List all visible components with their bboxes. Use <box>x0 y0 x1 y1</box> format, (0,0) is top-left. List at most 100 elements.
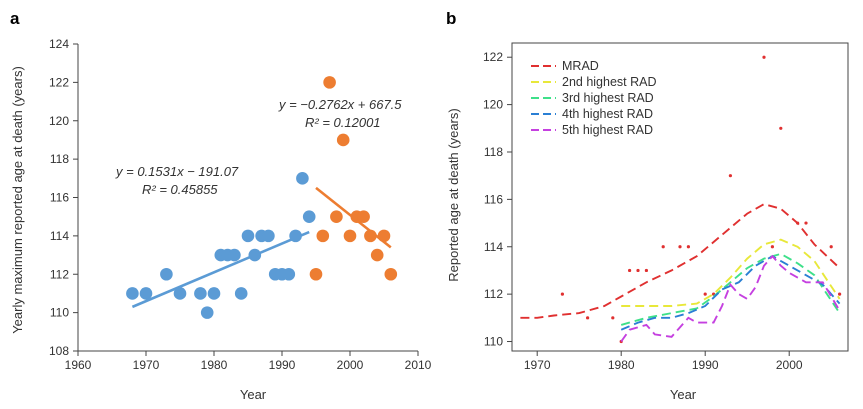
panel-a-y-tick-label: 112 <box>50 267 69 281</box>
panel-a-blue-equation: y = 0.1531x − 191.07 <box>115 164 239 179</box>
panel-a-y-tick-label: 108 <box>49 344 69 358</box>
panel-b-x-tick-label: 1980 <box>608 358 635 372</box>
panel-a-point-orange <box>343 229 357 243</box>
panel-a-point-blue <box>282 267 296 281</box>
panel-b-line-1 <box>520 203 841 319</box>
panel-a-orange-equation: y = −0.2762x + 667.5 <box>278 97 402 112</box>
panel-b-line-4 <box>620 255 841 331</box>
panel-a-point-blue <box>207 287 221 300</box>
panel-a-point-orange <box>377 229 391 243</box>
panel-a-point-orange <box>384 267 398 281</box>
panel-b-line-5 <box>620 254 841 343</box>
panel-b-x-tick-label: 1990 <box>692 358 719 372</box>
panel-b-y-tick-label: 110 <box>484 335 503 349</box>
panel-a-x-tick-label: 1960 <box>65 358 92 372</box>
panel-b-x-tick-label: 1970 <box>524 358 551 372</box>
panel-b-legend-label: MRAD <box>562 59 599 73</box>
panel-b-lines <box>520 203 841 343</box>
panel-a-point-orange <box>330 210 343 223</box>
panel-a-point-blue <box>194 287 207 300</box>
panel-a-point-blue <box>262 229 275 243</box>
panel-a-chart: 1960 1970 1980 1990 2000 2010 108 110 112 114 116… <box>10 37 432 402</box>
panel-b-legend-label: 3rd highest RAD <box>562 91 654 105</box>
panel-b-scatter-point <box>644 268 649 273</box>
panel-b-scatter-point <box>678 245 682 249</box>
panel-b-y-tick-label: 122 <box>483 50 503 64</box>
panel-a-point-blue <box>126 287 139 300</box>
panel-a-points <box>126 76 398 319</box>
panel-a-letter: a <box>10 9 20 28</box>
panel-b-scatter-point <box>770 245 775 249</box>
panel-a-blue-r2: R² = 0.45855 <box>142 182 218 197</box>
panel-b-legend-label: 4th highest RAD <box>562 107 653 121</box>
panel-a-fit-lines <box>131 186 392 309</box>
panel-a-point-blue <box>289 229 302 243</box>
panel-a-point-blue <box>173 287 187 300</box>
panel-a-fit-line-blue <box>131 230 310 309</box>
panel-a-point-blue <box>234 287 248 300</box>
panel-a-y-tick-label: 116 <box>50 191 69 205</box>
panel-b-scatter-point <box>703 292 707 296</box>
panel-a-point-orange <box>370 248 384 262</box>
panel-a-y-ticks: 108 110 112 114 116 118 120 122 124 <box>49 37 78 358</box>
panel-a-y-tick-label: 114 <box>50 229 69 243</box>
panel-b-scatter-point <box>661 245 665 249</box>
panel-b-y-tick-label: 112 <box>484 287 503 301</box>
panel-b-scatter-point <box>779 126 783 130</box>
panel-a-y-tick-label: 122 <box>49 75 69 89</box>
panel-b-y-tick-label: 116 <box>484 192 503 206</box>
panel-b-line-3 <box>620 252 841 326</box>
panel-a-point-blue <box>302 210 316 223</box>
panel-b-x-tick-label: 2000 <box>776 358 803 372</box>
panel-b-x-label: Year <box>670 387 697 402</box>
panel-a-point-blue <box>139 287 153 300</box>
panel-b-x-ticks: 1970 1980 1990 2000 <box>524 351 803 372</box>
panel-b-scatter-point <box>728 174 733 178</box>
panel-b-y-label: Reported age at death (years) <box>446 108 461 281</box>
panel-a-y-tick-label: 110 <box>50 306 69 320</box>
panel-b-letter: b <box>446 9 456 28</box>
panel-b-scatter-point <box>611 316 615 320</box>
panel-a-x-tick-label: 1980 <box>201 358 228 372</box>
panel-b-y-tick-label: 118 <box>484 145 503 159</box>
panel-a-point-blue <box>228 248 241 262</box>
panel-a-x-tick-label: 1990 <box>269 358 296 372</box>
panel-a-y-tick-label: 124 <box>49 37 69 51</box>
panel-b-scatter-point <box>636 268 640 273</box>
panel-b-scatter-point <box>560 292 565 296</box>
panel-b-chart: 1970 1980 1990 2000 110 112 114 116 118 120 122 M… <box>446 42 849 402</box>
panel-a-point-blue <box>296 172 309 185</box>
panel-b-scatter-point <box>762 55 766 59</box>
panel-a-point-blue <box>248 248 262 262</box>
panel-b-scatter-point <box>829 245 833 249</box>
panel-b-y-tick-label: 120 <box>483 98 503 112</box>
panel-b-legend-label: 2nd highest RAD <box>562 75 657 89</box>
panel-a-point-orange <box>336 133 350 147</box>
panel-b-legend: MRAD 2nd highest RAD 3rd highest RAD 4th hi… <box>531 59 657 137</box>
panel-a-y-tick-label: 120 <box>49 114 69 128</box>
panel-a-x-label: Year <box>240 387 267 402</box>
panel-a-x-tick-label: 2010 <box>405 358 432 372</box>
panel-b-scatter-point <box>838 292 842 296</box>
panel-a-point-orange <box>364 229 377 243</box>
panel-a-point-blue <box>200 306 214 319</box>
panel-b-y-tick-label: 114 <box>484 240 503 254</box>
panel-a-point-blue <box>160 267 173 281</box>
panel-b-scatter-point <box>628 268 632 273</box>
panel-b-frame <box>511 42 849 352</box>
panel-b-legend-label: 5th highest RAD <box>562 123 653 137</box>
panel-a-x-ticks: 1960 1970 1980 1990 2000 2010 <box>65 351 432 372</box>
panel-b-y-ticks: 110 112 114 116 118 120 122 <box>483 50 512 349</box>
panel-b-scatter-point <box>686 245 691 249</box>
panel-a-y-tick-label: 118 <box>50 152 69 166</box>
panel-a-point-orange <box>357 210 370 223</box>
panel-b-line-2 <box>621 238 841 307</box>
panel-a-point-orange <box>316 229 330 243</box>
panel-b-scatter-point <box>804 221 808 225</box>
panel-b-scatter-point <box>586 316 590 320</box>
panel-a-y-label: Yearly maximum reported age at death (ye… <box>10 66 25 334</box>
panel-a-point-orange <box>309 267 323 281</box>
panel-a-point-blue <box>241 229 255 243</box>
panel-a-orange-r2: R² = 0.12001 <box>305 115 381 130</box>
